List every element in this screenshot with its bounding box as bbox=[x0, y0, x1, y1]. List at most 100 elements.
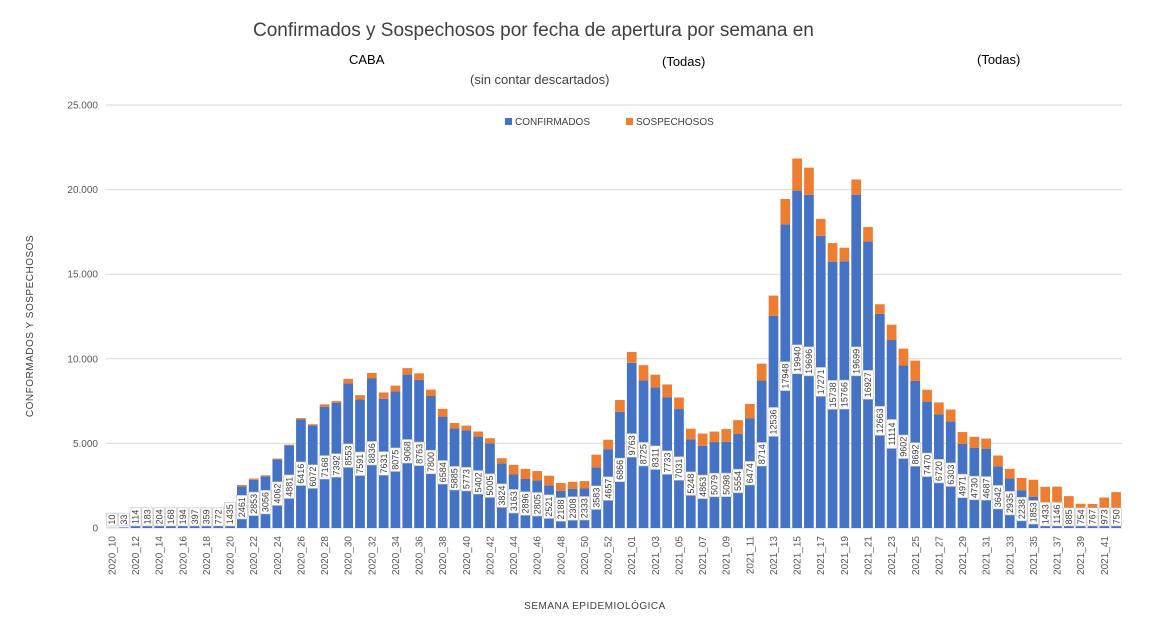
data-label-text: 5773 bbox=[462, 469, 472, 489]
data-label-text: 7631 bbox=[379, 453, 389, 473]
bar-sospechosos bbox=[1016, 477, 1027, 491]
x-tick-label: 2020_48 bbox=[556, 536, 567, 575]
data-label: 5079 bbox=[708, 472, 721, 498]
data-label-text: 973 bbox=[1099, 509, 1109, 524]
data-label: 2896 bbox=[519, 491, 532, 516]
x-tick-label: 2020_30 bbox=[344, 536, 355, 575]
data-label: 359 bbox=[200, 507, 213, 527]
data-label-text: 7392 bbox=[332, 455, 342, 475]
bar-sospechosos bbox=[910, 360, 921, 381]
bar-sospechosos bbox=[378, 392, 389, 399]
y-tick-label: 25.000 bbox=[67, 101, 98, 112]
data-label-text: 6474 bbox=[745, 463, 755, 483]
x-tick-label: 2020_22 bbox=[249, 536, 260, 575]
data-label-text: 3163 bbox=[509, 491, 519, 511]
data-label-text: 3583 bbox=[591, 488, 601, 508]
bar-sospechosos bbox=[957, 432, 968, 444]
data-label: 12536 bbox=[767, 407, 780, 437]
x-tick-label: 2021_21 bbox=[864, 536, 875, 575]
bar-sospechosos bbox=[827, 243, 838, 262]
bar-sospechosos bbox=[780, 198, 791, 225]
data-label-text: 6416 bbox=[296, 464, 306, 484]
bar-sospechosos bbox=[319, 404, 330, 407]
data-label: 2805 bbox=[531, 492, 544, 517]
bar-sospechosos bbox=[922, 389, 932, 402]
bar-sospechosos bbox=[237, 485, 247, 487]
bar-sospechosos bbox=[485, 438, 495, 444]
data-label-text: 6866 bbox=[615, 460, 625, 480]
data-label-box bbox=[448, 466, 461, 491]
bar-sospechosos bbox=[615, 399, 625, 412]
data-label-text: 6303 bbox=[946, 465, 956, 485]
data-label: 8725 bbox=[637, 442, 650, 467]
data-label-box bbox=[1003, 491, 1016, 516]
data-label-text: 10 bbox=[107, 515, 117, 525]
bar-sospechosos bbox=[579, 481, 590, 489]
bar-sospechosos bbox=[697, 433, 708, 446]
data-label: 19696 bbox=[803, 346, 815, 377]
data-label: 9068 bbox=[401, 439, 414, 464]
data-label: 1435 bbox=[224, 502, 236, 527]
data-label: 183 bbox=[141, 507, 154, 527]
bar-sospechosos bbox=[851, 179, 862, 195]
data-label-box bbox=[909, 442, 922, 467]
data-label: 7031 bbox=[673, 456, 685, 481]
bar-sospechosos bbox=[934, 402, 944, 415]
chart-subtitle: (sin contar descartados) bbox=[470, 72, 610, 87]
x-tick-label: 2021_19 bbox=[840, 536, 851, 575]
data-label: 5098 bbox=[720, 472, 733, 497]
data-label-text: 4881 bbox=[284, 477, 294, 497]
x-tick-label: 2021_29 bbox=[958, 536, 969, 575]
data-label: 767 bbox=[1086, 507, 1099, 527]
data-label-text: 17271 bbox=[816, 369, 826, 394]
data-label-box bbox=[354, 451, 366, 476]
data-label-box bbox=[590, 485, 603, 510]
data-label-box bbox=[850, 346, 862, 377]
data-label-box bbox=[484, 473, 496, 498]
bar-sospechosos bbox=[626, 351, 637, 363]
x-tick-label: 2021_23 bbox=[887, 536, 898, 575]
data-label-text: 8075 bbox=[391, 450, 401, 470]
data-label-box bbox=[141, 507, 154, 527]
bar-sospechosos bbox=[296, 418, 306, 420]
data-label-text: 11114 bbox=[887, 422, 897, 445]
data-label-box bbox=[460, 467, 473, 492]
bar-sospechosos bbox=[1063, 496, 1074, 514]
data-label-text: 3056 bbox=[261, 492, 271, 512]
data-label: 6720 bbox=[933, 459, 945, 484]
data-label: 5005 bbox=[484, 473, 496, 498]
data-label-box bbox=[637, 442, 650, 467]
data-label-box bbox=[1086, 507, 1099, 527]
data-label-box bbox=[212, 507, 225, 527]
bar-sospechosos bbox=[685, 428, 696, 440]
y-tick-label: 5.000 bbox=[73, 439, 98, 450]
data-label-box bbox=[153, 507, 165, 527]
data-label: 8553 bbox=[342, 443, 354, 468]
data-label-box bbox=[318, 455, 331, 480]
data-label-box bbox=[295, 461, 307, 486]
data-label-text: 1146 bbox=[1052, 505, 1062, 524]
data-label-box bbox=[826, 380, 839, 410]
data-label: 7631 bbox=[377, 451, 390, 476]
x-tick-label: 2020_34 bbox=[391, 536, 402, 575]
x-tick-label: 2020_14 bbox=[155, 536, 166, 575]
data-label-text: 750 bbox=[1111, 509, 1121, 524]
data-label: 3583 bbox=[590, 485, 603, 510]
data-label-text: 2521 bbox=[544, 497, 554, 517]
bar-sospechosos bbox=[886, 324, 897, 340]
data-label: 8714 bbox=[755, 442, 768, 467]
bar-confirmados bbox=[177, 524, 188, 528]
x-tick-label: 2020_46 bbox=[533, 536, 544, 575]
bar-sospechosos bbox=[721, 429, 732, 442]
data-label-text: 5885 bbox=[450, 468, 460, 488]
data-label-text: 754 bbox=[1076, 509, 1086, 524]
x-tick-label: 2020_16 bbox=[178, 536, 189, 575]
data-labels: 10 33 114 183 204 168 194 397 359 772 1435 2461 2853… bbox=[106, 344, 1122, 527]
data-label: 15738 bbox=[826, 380, 839, 410]
data-label-text: 8725 bbox=[639, 444, 649, 464]
data-label-text: 15738 bbox=[828, 382, 838, 407]
bar-confirmados bbox=[166, 525, 176, 528]
legend-swatch-sospechosos bbox=[626, 118, 633, 125]
bar-sospechosos bbox=[804, 167, 814, 195]
